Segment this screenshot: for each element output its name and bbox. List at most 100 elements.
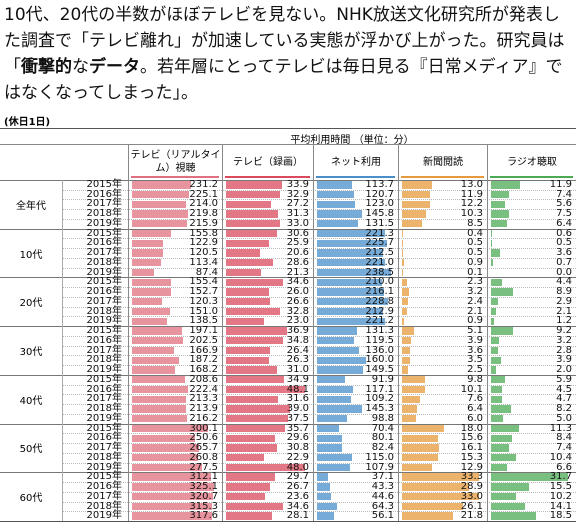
bar [491,366,496,374]
bar [226,200,271,208]
value: 28.1 [286,510,309,522]
value: 160.0 [365,354,394,366]
value: 87.4 [195,266,218,278]
bar [317,415,348,423]
value: 197.1 [189,325,218,337]
column-underline [316,176,395,178]
bar [132,200,187,208]
bar [226,454,264,462]
bar [402,288,410,296]
bar [132,181,191,189]
bar [317,298,388,306]
value: 39.0 [286,403,309,415]
bar [317,395,351,403]
column-underline [131,176,219,178]
bar [491,463,508,472]
bar [491,434,512,442]
value: 7.4 [556,188,572,200]
bar [226,346,270,355]
bar [317,288,384,296]
value: 2.1 [556,305,572,317]
bar [402,424,444,433]
bar [226,356,270,364]
bar [317,473,329,481]
value: 0.6 [556,227,572,239]
bar [132,376,185,384]
value: 117.1 [365,383,394,395]
bar [317,356,367,364]
row-rule [62,443,576,445]
bar [317,229,386,238]
value: 6.6 [556,461,572,473]
bar [226,278,284,286]
bar [226,298,270,306]
bar [132,346,175,355]
value: 2.3 [467,276,483,288]
year: 2019年 [86,266,122,278]
bar [491,483,529,491]
value: 5.0 [556,412,572,424]
bar [132,424,209,433]
value: 216.1 [365,286,394,298]
value: 202.5 [189,334,218,346]
bar [491,424,519,433]
value: 0.9 [467,256,483,268]
value: 219.8 [189,208,218,220]
group-label: 60代 [19,493,43,505]
bar [491,229,493,238]
year: 2016年 [86,481,122,493]
bar [402,346,411,355]
value: 34.8 [286,334,309,346]
row-rule [62,209,576,211]
bar [132,463,203,472]
bar [402,249,404,257]
bar [402,444,440,452]
bar [132,385,189,394]
value: 34.6 [286,500,309,512]
bar [317,385,354,394]
value: 265.7 [189,442,218,454]
row-rule [62,287,576,289]
bar [226,405,291,413]
group-rule [0,326,576,328]
value: 4.7 [556,393,572,405]
value: 31.0 [286,364,309,376]
value: 82.4 [371,442,394,454]
bar [226,483,271,491]
year: 2016年 [86,286,122,298]
group-rule [0,374,576,376]
value: 15.3 [460,451,483,463]
column-underline [225,176,310,178]
year: 2016年 [86,432,122,444]
value: 213.3 [189,393,218,405]
bar [491,298,499,306]
row-rule [62,491,576,493]
value: 22.9 [286,451,309,463]
value: 3.5 [467,354,483,366]
bar [317,346,359,355]
bar [491,492,516,501]
bar [132,512,213,520]
value: 3.6 [556,247,572,259]
bar [226,473,276,481]
bar [491,239,493,247]
value: 35.7 [286,422,309,434]
value: 11.3 [549,422,572,434]
year: 2016年 [86,383,122,395]
value: 0.0 [556,266,572,278]
bar [132,454,199,462]
bar [317,492,331,501]
value: 155.8 [189,227,218,239]
year: 2017年 [86,344,122,356]
group-label: 30代 [19,346,43,358]
bar [226,307,281,316]
bar [226,190,281,199]
row-rule [62,452,576,454]
bar [491,259,493,267]
intro-segment: な [72,57,89,77]
bar [402,473,480,481]
bar [402,405,417,413]
value: 18.0 [460,422,483,434]
year: 2015年 [86,227,122,239]
bar [402,307,407,316]
